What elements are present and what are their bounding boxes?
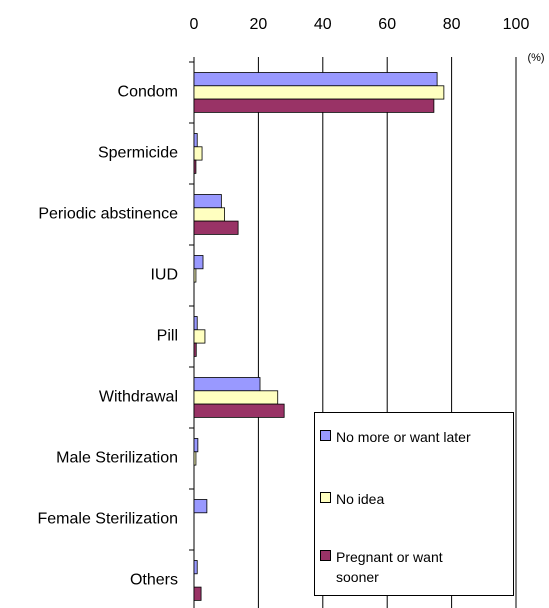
bar bbox=[193, 72, 438, 87]
legend-swatch bbox=[320, 550, 331, 561]
y-tick-label: Periodic abstinence bbox=[38, 206, 178, 223]
y-tick-label: Withdrawal bbox=[99, 389, 178, 406]
y-tick-label: Female Sterilization bbox=[38, 511, 179, 528]
y-tick-label: Others bbox=[130, 572, 178, 589]
y-tick-label: Male Sterilization bbox=[56, 450, 178, 467]
bar bbox=[193, 329, 206, 344]
bar bbox=[193, 98, 435, 113]
bar bbox=[193, 403, 285, 418]
x-tick-label: 0 bbox=[190, 16, 199, 33]
legend-item: No idea bbox=[320, 489, 510, 509]
legend-swatch bbox=[320, 430, 331, 441]
bar bbox=[193, 377, 261, 392]
bar bbox=[193, 207, 225, 222]
bar bbox=[193, 268, 197, 283]
bar bbox=[193, 220, 239, 235]
bar bbox=[193, 342, 197, 357]
bar bbox=[193, 499, 208, 514]
bar bbox=[193, 586, 202, 601]
legend-label: Pregnant or want sooner bbox=[336, 549, 443, 585]
legend-item: Pregnant or want sooner bbox=[320, 547, 510, 587]
y-tick-label: Pill bbox=[157, 328, 178, 345]
bar bbox=[193, 159, 197, 174]
unit-label: (%) bbox=[527, 52, 544, 64]
bar bbox=[193, 194, 222, 209]
legend-item: No more or want later bbox=[320, 427, 510, 447]
bar bbox=[193, 146, 203, 161]
x-tick-label: 40 bbox=[314, 16, 332, 33]
x-tick-label: 20 bbox=[250, 16, 268, 33]
legend-swatch bbox=[320, 492, 331, 503]
x-tick-label: 80 bbox=[443, 16, 461, 33]
y-tick-label: Spermicide bbox=[98, 145, 178, 162]
y-tick-label: IUD bbox=[150, 267, 178, 284]
bar bbox=[193, 255, 204, 270]
bar bbox=[193, 316, 198, 331]
bar bbox=[193, 390, 279, 405]
bar bbox=[193, 560, 198, 575]
legend-label: No more or want later bbox=[336, 429, 471, 445]
x-tick-label: 100 bbox=[503, 16, 530, 33]
legend-label: No idea bbox=[336, 491, 385, 507]
bar bbox=[193, 85, 445, 100]
bar bbox=[193, 133, 198, 148]
bar bbox=[193, 451, 197, 466]
x-tick-label: 60 bbox=[378, 16, 396, 33]
legend: No more or want later No idea Pregnant or … bbox=[314, 412, 514, 596]
y-tick-label: Condom bbox=[118, 84, 178, 101]
bar bbox=[193, 438, 199, 453]
